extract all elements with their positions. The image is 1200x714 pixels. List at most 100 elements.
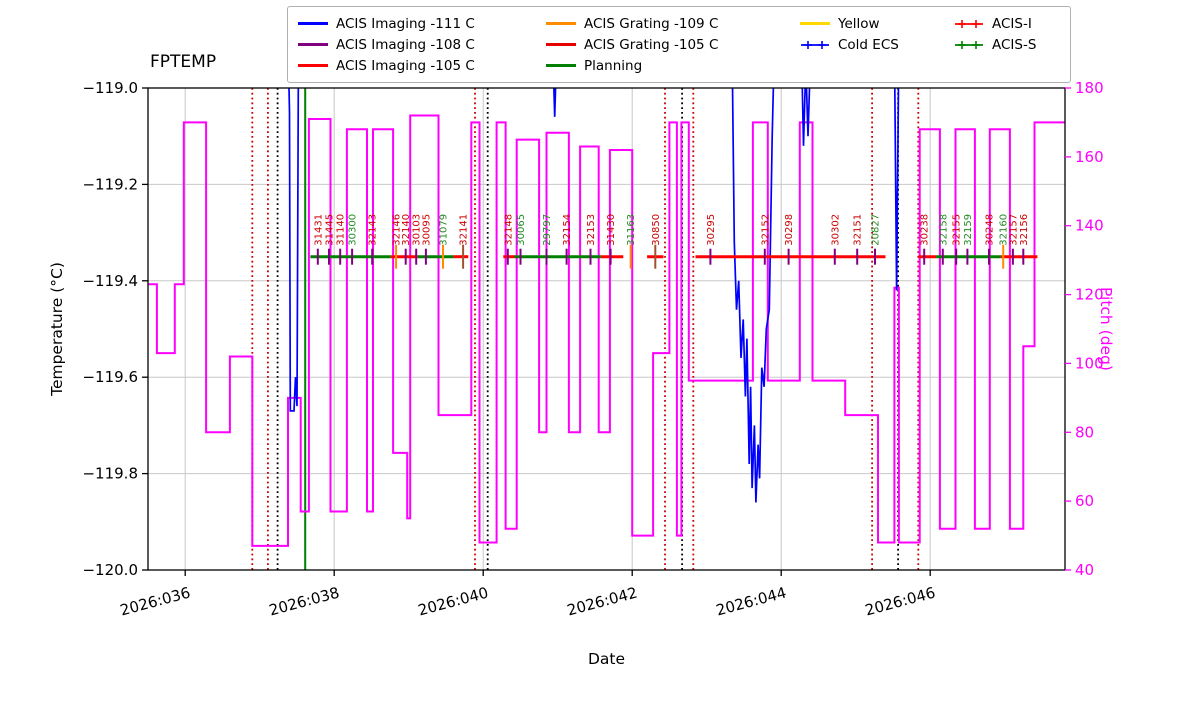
- svg-text:100: 100: [1075, 354, 1104, 372]
- obsid-label: 31445: [325, 214, 336, 246]
- obsid-label: 32157: [1008, 214, 1019, 246]
- obsid-label: 31140: [336, 214, 347, 246]
- x-axis-ticks: 2026:036 2026:038 2026:040 2026:042 2026:044…: [118, 570, 937, 619]
- obsid-label: 32155: [952, 214, 963, 246]
- legend-line-swatch-icon: [546, 64, 576, 67]
- legend-line-swatch-icon: [298, 43, 328, 46]
- svg-text:60: 60: [1075, 492, 1094, 510]
- legend-label: ACIS Imaging -105 C: [336, 57, 475, 74]
- obsid-label: 32158: [938, 214, 949, 246]
- obsid-label: 32140: [401, 214, 412, 246]
- obsid-label: 32143: [368, 214, 379, 246]
- obsid-label: 31163: [626, 214, 637, 246]
- obsid-label: 32153: [586, 214, 597, 246]
- svg-text:160: 160: [1075, 148, 1104, 166]
- legend-item-acis-s: ACIS-S: [954, 34, 1060, 55]
- legend-label: Yellow: [838, 15, 880, 32]
- svg-text:2026:036: 2026:036: [118, 583, 192, 619]
- obsid-label: 32160: [999, 214, 1010, 246]
- legend-item-yellow: Yellow: [800, 13, 946, 34]
- legend-item-acis-grating-105-c: ACIS Grating -105 C: [546, 34, 792, 55]
- svg-text:2026:046: 2026:046: [863, 583, 937, 619]
- svg-text:−119.4: −119.4: [82, 272, 138, 290]
- svg-text:2026:042: 2026:042: [565, 583, 639, 619]
- legend-line-swatch-icon: [546, 22, 576, 25]
- obsid-label: 30302: [830, 214, 841, 246]
- legend-item-planning: Planning: [546, 55, 792, 76]
- obsid-label: 30238: [920, 214, 931, 246]
- obsid-label: 30300: [348, 214, 359, 246]
- obsid-label: 30295: [706, 214, 717, 246]
- obsid-label: 31079: [439, 214, 450, 246]
- legend-label: ACIS-S: [992, 36, 1037, 53]
- svg-text:2026:040: 2026:040: [416, 583, 490, 619]
- obsid-label: 32152: [760, 214, 771, 246]
- obsid-label: 32156: [1019, 214, 1030, 246]
- svg-text:2026:038: 2026:038: [267, 583, 341, 619]
- svg-text:−119.6: −119.6: [82, 368, 138, 386]
- legend-label: ACIS Grating -105 C: [584, 36, 719, 53]
- svg-text:−119.8: −119.8: [82, 465, 138, 483]
- pitch-line: [148, 114, 1065, 547]
- legend-item-acis-i: ACIS-I: [954, 13, 1060, 34]
- obsid-label: 32159: [963, 214, 974, 246]
- legend-line-swatch-icon: [298, 22, 328, 25]
- obsid-label: 32148: [503, 214, 514, 246]
- obsid-label: 32146: [392, 214, 403, 246]
- svg-text:−120.0: −120.0: [82, 561, 138, 579]
- event-vlines: [251, 88, 920, 570]
- legend-item-acis-imaging-105-c: ACIS Imaging -105 C: [298, 55, 538, 76]
- y-axis-label-left: Temperature (°C): [48, 262, 66, 396]
- svg-text:−119.0: −119.0: [82, 79, 138, 97]
- svg-text:180: 180: [1075, 79, 1104, 97]
- obsid-label: 30103: [412, 214, 423, 246]
- y-axis-right-ticks: 40 60 80 100 120 140 160 180: [1065, 79, 1104, 579]
- obsid-label: 30065: [516, 214, 527, 246]
- legend: ACIS Imaging -111 C ACIS Imaging -108 C AC…: [287, 6, 1071, 83]
- legend-item-acis-grating-109-c: ACIS Grating -109 C: [546, 13, 792, 34]
- x-axis-label: Date: [587, 650, 626, 668]
- svg-text:120: 120: [1075, 286, 1104, 304]
- fptemp-line: [288, 88, 900, 503]
- chart-title: FPTEMP: [150, 52, 217, 72]
- obsid-label: 32151: [853, 214, 864, 246]
- legend-line-swatch-icon: [546, 43, 576, 46]
- legend-plus-line-swatch-icon: [955, 19, 983, 28]
- obsid-label: 31430: [606, 214, 617, 246]
- legend-item-cold-ecs: Cold ECS: [800, 34, 946, 55]
- legend-label: Cold ECS: [838, 36, 899, 53]
- obsid-label: 30095: [421, 214, 432, 246]
- legend-label: ACIS Imaging -108 C: [336, 36, 475, 53]
- obsid-label: 29797: [542, 214, 553, 246]
- svg-text:40: 40: [1075, 561, 1094, 579]
- legend-label: Planning: [584, 57, 643, 74]
- legend-plus-line-swatch-icon: [955, 40, 983, 49]
- legend-plus-line-swatch-icon: [801, 40, 829, 49]
- legend-label: ACIS-I: [992, 15, 1032, 32]
- legend-label: ACIS Imaging -111 C: [336, 15, 475, 32]
- legend-label: ACIS Grating -109 C: [584, 15, 719, 32]
- gridlines: [148, 87, 1065, 571]
- obsid-label: 30248: [985, 214, 996, 246]
- svg-text:2026:044: 2026:044: [714, 583, 788, 619]
- obsid-label: 20827: [871, 214, 882, 246]
- obsid-label: 32141: [459, 214, 470, 246]
- y-axis-label-right: Pitch (deg): [1097, 287, 1115, 371]
- legend-spacer: [800, 55, 946, 76]
- obsid-label: 30850: [651, 214, 662, 246]
- plot-border: [147, 87, 1066, 571]
- obsid-label: 32154: [562, 214, 573, 246]
- y-axis-left-ticks: −119.0 −119.2 −119.4 −119.6 −119.8 −120.0: [82, 79, 148, 579]
- legend-item-acis-imaging-108-c: ACIS Imaging -108 C: [298, 34, 538, 55]
- obsid-label: 31431: [313, 214, 324, 246]
- legend-spacer: [954, 55, 1060, 76]
- legend-item-acis-imaging-111-c: ACIS Imaging -111 C: [298, 13, 538, 34]
- svg-text:−119.2: −119.2: [82, 175, 138, 193]
- svg-text:80: 80: [1075, 423, 1094, 441]
- legend-line-swatch-icon: [800, 22, 830, 25]
- obsid-label: 30298: [784, 214, 795, 246]
- svg-text:140: 140: [1075, 217, 1104, 235]
